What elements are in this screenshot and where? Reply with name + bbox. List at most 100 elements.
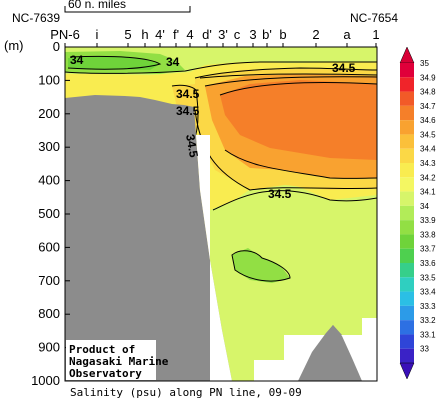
- colorbar-tick-label: 33.1: [420, 330, 436, 339]
- colorbar-tick-label: 35: [420, 59, 429, 68]
- y-tick-label: 0: [53, 39, 60, 54]
- colorbar-cell: [400, 334, 414, 349]
- station-label: 2: [312, 27, 319, 42]
- credit-line-1: Product of: [69, 343, 135, 356]
- colorbar-tick-label: 33.5: [420, 273, 436, 282]
- station-label: 4': [155, 27, 165, 42]
- colorbar-tick-label: 33.6: [420, 259, 436, 268]
- colorbar-cell: [400, 277, 414, 292]
- y-axis-unit: (m): [4, 38, 24, 53]
- colorbar-cell: [400, 248, 414, 263]
- station-label: a: [343, 27, 351, 42]
- colorbar: 35 34.9 34.8 34.7 34.6 34.5 34.4 34.3 34.2 34.1 34…: [399, 46, 436, 380]
- missing-data: [196, 135, 377, 381]
- station-label: 3: [249, 27, 256, 42]
- credit-background: [66, 340, 156, 380]
- missing-data-region: [196, 135, 232, 381]
- field-core-34.7: [220, 80, 377, 160]
- contour-34.3-a: [199, 73, 377, 79]
- colorbar-cell: [400, 263, 414, 278]
- contour-34-surface: [65, 61, 377, 74]
- x-axis-stations: PN-6 i 5 h 4' f' 4 d' 3' c 3 b' b 2 a 1 NC-7639 NC-7654…: [12, 0, 398, 47]
- missing-data-region: [254, 360, 284, 381]
- contour-34.5-deep: [212, 190, 377, 211]
- colorbar-tick-label: 34.2: [420, 173, 436, 182]
- colorbar-tick-label: 34: [420, 202, 429, 211]
- station-label: b': [262, 27, 272, 42]
- colorbar-tick-label: 34.5: [420, 130, 436, 139]
- contour-34-blob: [231, 250, 291, 282]
- chart-title: Salinity (psu) along PN line, 09-09: [70, 386, 302, 399]
- station-label: 1: [372, 27, 379, 42]
- station-label: d': [202, 27, 212, 42]
- contour-label-34.5-near4: 34.5: [176, 87, 200, 101]
- contour-label-34-f: 34: [166, 55, 180, 69]
- colorbar-cell: [400, 348, 414, 363]
- field-surface-33.8: [68, 56, 160, 70]
- colorbar-tick-label: 33.4: [420, 288, 436, 297]
- y-tick-label: 200: [38, 106, 60, 121]
- colorbar-tick-label: 33.2: [420, 316, 436, 325]
- seafloor-east-edge: [298, 325, 362, 381]
- y-tick-label: 100: [38, 72, 60, 87]
- contour-34.5-top: [194, 67, 377, 79]
- contour-34-west: [67, 55, 162, 70]
- y-tick-label: 700: [38, 273, 60, 288]
- y-tick-label: 400: [38, 173, 60, 188]
- colorbar-cell: [400, 134, 414, 149]
- y-tick-label: 300: [38, 139, 60, 154]
- colorbar-tick-label: 34.4: [420, 145, 436, 154]
- credit-box: Product of Nagasaki Marine Observatory: [66, 340, 169, 380]
- colorbar-cell: [400, 291, 414, 306]
- contour-label-34.5-lower: 34.5: [176, 104, 200, 118]
- station-label: 5: [124, 27, 131, 42]
- colorbar-tick-label: 33.9: [420, 216, 436, 225]
- colorbar-cell: [400, 305, 414, 321]
- colorbar-cell: [400, 320, 414, 335]
- station-label: 4: [186, 27, 193, 42]
- y-axis: (m) 0 100 200 300 400 500 600 700 800 900 1000: [4, 38, 70, 388]
- scale-bar: [64, 6, 191, 13]
- field-blob-34: [232, 248, 290, 283]
- colorbar-cell: [400, 105, 414, 121]
- station-label: f': [173, 27, 179, 42]
- colorbar-tick-label: 34.8: [420, 88, 436, 97]
- colorbar-tick-label: 33.3: [420, 302, 436, 311]
- contour-34.6-base: [224, 149, 377, 179]
- contour-label-34-west: 34: [70, 53, 84, 67]
- colorbar-tick-label: 34.1: [420, 188, 436, 197]
- station-label: 3': [218, 27, 228, 42]
- station-label: h: [141, 27, 148, 42]
- contour-label-34.5-top: 34.5: [332, 61, 356, 75]
- y-tick-label: 500: [38, 206, 60, 221]
- colorbar-cell: [400, 191, 414, 206]
- colorbar-top-arrow: [399, 46, 415, 64]
- colorbar-tick-label: 33.7: [420, 245, 436, 254]
- colorbar-tick-label: 34.7: [420, 102, 436, 111]
- end-label-left: NC-7639: [12, 11, 60, 25]
- colorbar-cell: [400, 163, 414, 178]
- colorbar-tick-label: 33: [420, 345, 429, 354]
- colorbar-tick-label: 34.6: [420, 116, 436, 125]
- colorbar-cell: [400, 91, 414, 106]
- station-label: b: [279, 27, 286, 42]
- colorbar-cell: [400, 220, 414, 235]
- colorbar-cell: [400, 77, 414, 92]
- colorbar-bottom-arrow: [399, 362, 415, 380]
- contour-34.6-core: [219, 81, 377, 96]
- missing-data-region: [362, 318, 377, 381]
- credit-line-2: Nagasaki Marine: [69, 355, 169, 368]
- contour-label-34.5-vertical: 34.5: [183, 133, 201, 159]
- colorbar-cell: [400, 205, 414, 221]
- end-label-right: NC-7654: [350, 11, 398, 25]
- scale-bar-label: 60 n. miles: [68, 0, 126, 11]
- contour-label-34.5-deep: 34.5: [268, 187, 292, 201]
- colorbar-cell: [400, 63, 414, 78]
- y-tick-label: 800: [38, 306, 60, 321]
- seafloor-west: [65, 95, 232, 381]
- credit-line-3: Observatory: [69, 367, 142, 380]
- contour-34.3-b: [204, 76, 377, 87]
- colorbar-tick-label: 34.9: [420, 73, 436, 82]
- colorbar-cell: [400, 234, 414, 249]
